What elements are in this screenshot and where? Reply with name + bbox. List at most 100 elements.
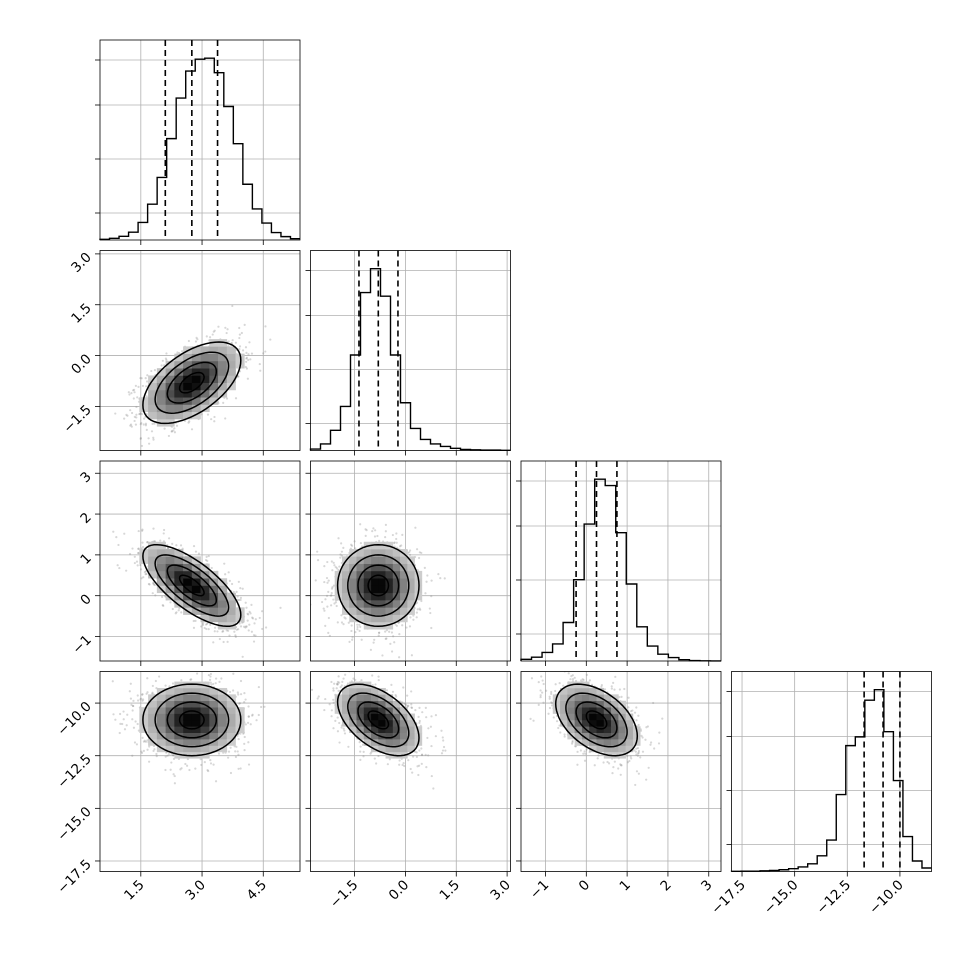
sample-point: [139, 437, 142, 440]
density-cell: [148, 389, 158, 398]
sample-point: [409, 616, 412, 619]
sample-point: [237, 628, 240, 631]
density-cell: [371, 585, 379, 594]
sample-point: [119, 712, 122, 716]
sample-point: [324, 598, 327, 601]
density-cell: [363, 600, 372, 608]
sample-point: [415, 548, 419, 551]
sample-point: [245, 367, 248, 370]
density-cell: [218, 368, 228, 376]
sample-point: [205, 335, 208, 338]
sample-point: [437, 573, 440, 576]
density-cell: [385, 607, 394, 615]
sample-point: [140, 412, 143, 416]
sample-point: [243, 701, 246, 704]
sample-point: [134, 423, 138, 426]
sample-point: [400, 544, 403, 547]
sample-point: [239, 625, 243, 628]
density-cell: [165, 375, 175, 384]
sample-point: [384, 637, 387, 641]
density-cell: [191, 585, 201, 594]
sample-point: [372, 641, 375, 644]
density-cell: [191, 411, 201, 420]
density-cell: [378, 556, 386, 564]
density-cell: [400, 600, 408, 608]
sample-point: [304, 615, 306, 617]
sample-point: [401, 624, 404, 627]
hist-panel-1: [305, 250, 511, 452]
sample-point: [392, 635, 395, 638]
sample-point: [205, 627, 208, 631]
sample-point: [377, 631, 381, 634]
sample-point: [205, 555, 208, 558]
sample-point: [195, 336, 198, 339]
sample-point: [190, 428, 194, 431]
sample-point: [340, 614, 343, 617]
sample-point: [171, 542, 174, 545]
sample-point: [390, 650, 394, 653]
sample-point: [330, 594, 333, 597]
sample-point: [180, 611, 183, 614]
sample-point: [237, 767, 240, 770]
sample-point: [378, 539, 381, 542]
density-cell: [385, 585, 394, 594]
sample-point: [127, 391, 130, 394]
sample-point: [234, 341, 237, 344]
sample-point: [125, 569, 128, 572]
sample-point: [430, 626, 433, 630]
sample-point: [234, 755, 238, 759]
density-cell: [371, 570, 379, 579]
density-cell: [209, 397, 219, 405]
panel-frame: [99, 39, 301, 241]
sample-point: [333, 564, 336, 567]
sample-point: [398, 632, 401, 636]
sample-point: [418, 607, 421, 610]
sample-point: [180, 767, 183, 770]
density-cell: [174, 389, 184, 398]
sample-point: [330, 587, 334, 590]
density-cell: [400, 607, 408, 615]
density-cell: [200, 389, 210, 398]
sample-point: [238, 622, 241, 625]
sample-point: [139, 436, 142, 440]
sample-point: [241, 655, 244, 658]
sample-point: [388, 630, 391, 633]
sample-point: [443, 577, 446, 580]
density-cell: [218, 375, 228, 384]
sample-point: [213, 415, 216, 419]
sample-point: [327, 616, 330, 620]
sample-point: [138, 412, 141, 416]
sample-point: [364, 528, 367, 531]
sample-point: [212, 682, 215, 686]
sample-point: [154, 594, 157, 597]
sample-point: [374, 529, 377, 532]
density-cell: [209, 585, 219, 594]
density-cell: [356, 585, 365, 594]
sample-point: [144, 573, 147, 576]
density-cell: [378, 578, 386, 586]
sample-point: [181, 350, 184, 353]
density-cell: [200, 375, 210, 384]
density-cell: [183, 368, 193, 376]
density-cell: [371, 556, 379, 564]
sample-point: [207, 554, 210, 558]
sample-point: [243, 323, 246, 326]
sample-point: [143, 570, 146, 574]
sample-point: [142, 749, 145, 752]
pair-panel-2-1: [304, 460, 511, 662]
panel-frame: [520, 460, 722, 662]
sample-point: [132, 726, 136, 729]
sample-point: [378, 631, 381, 634]
sample-point: [344, 617, 347, 620]
sample-point: [212, 641, 215, 644]
density-cell: [349, 578, 357, 586]
sample-point: [144, 422, 148, 425]
sample-point: [384, 536, 387, 539]
sample-point: [152, 436, 155, 439]
sample-point: [258, 362, 261, 366]
sample-point: [141, 693, 144, 696]
density-cell: [226, 592, 236, 601]
sample-point: [164, 684, 167, 687]
contour-line: [142, 341, 242, 425]
density-cell: [156, 404, 166, 413]
